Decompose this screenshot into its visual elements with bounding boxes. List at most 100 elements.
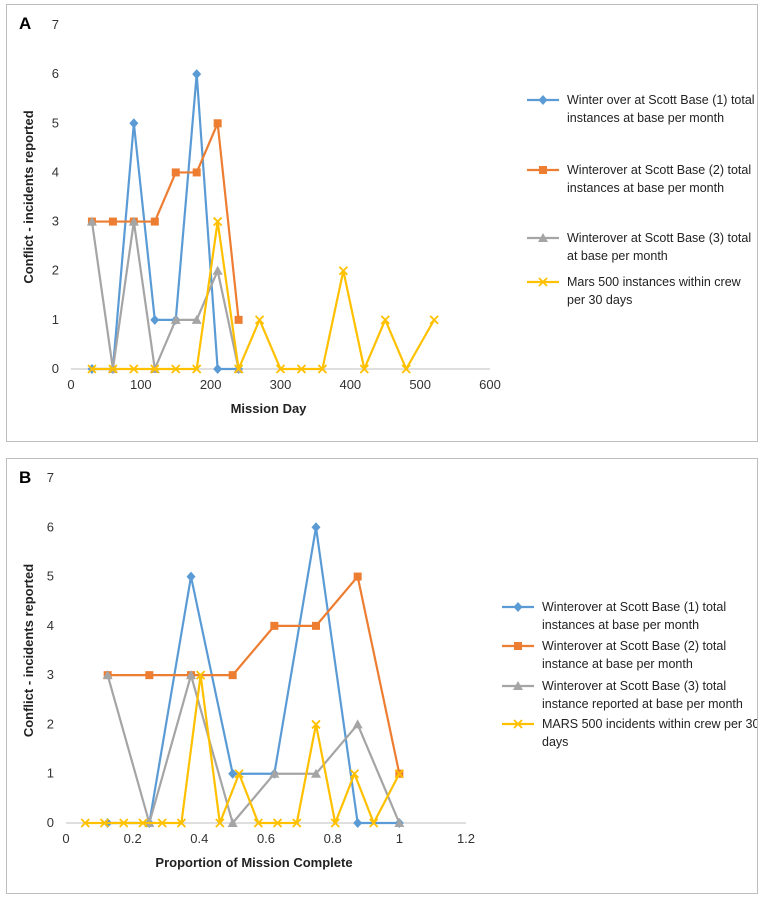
chart-b-series-3-point — [186, 670, 196, 680]
chart-a-x-tick-label: 400 — [339, 377, 361, 392]
chart-b-x-axis-title: Proportion of Mission Complete — [155, 855, 352, 870]
chart-b-series-4 — [80, 670, 404, 828]
chart-b-y-tick-label: 2 — [47, 716, 54, 731]
chart-b-legend-label: Winterover at Scott Base (3) total — [542, 679, 726, 693]
chart-b-legend-swatch-marker — [513, 602, 523, 612]
chart-a-y-tick-label: 2 — [52, 263, 59, 278]
chart-a-series-4 — [87, 216, 439, 374]
chart-a-series-3-line — [90, 220, 240, 371]
chart-b-legend-label: instance at base per month — [542, 657, 693, 671]
chart-b-series-3-point — [352, 719, 363, 729]
chart-b-series-4-point — [99, 818, 110, 828]
chart-a-series-1-point — [129, 118, 139, 129]
chart-a-x-axis-title: Mission Day — [231, 401, 308, 416]
chart-a-series-4-point — [108, 364, 118, 374]
chart-b-x-tick-label: 1 — [396, 831, 403, 846]
chart-b-legend-swatch-marker — [513, 681, 523, 690]
chart-b-legend-label: instances at base per month — [542, 618, 699, 632]
chart-a-series-2-point — [171, 168, 180, 177]
chart-b-series-4-point — [311, 719, 321, 730]
chart-a-legend-label: instances at base per month — [567, 111, 724, 125]
chart-b-x-tick-label: 0.2 — [124, 831, 142, 846]
chart-a-series-2-point — [213, 119, 222, 128]
chart-panel-b: B 0 1 2 3 4 5 6 7 0 0.2 0.4 0.6 0.8 1 1.2 Proportion of … — [6, 458, 758, 894]
chart-a-series-4-point — [171, 364, 181, 374]
chart-b-y-tick-label: 4 — [47, 618, 54, 633]
chart-a-legend-swatch-marker — [539, 166, 547, 174]
chart-b-series-4-point — [138, 818, 148, 828]
chart-b-series-3-point — [311, 768, 321, 778]
chart-a-y-tick-label: 7 — [52, 17, 59, 32]
chart-b-legend-label: days — [542, 735, 568, 749]
chart-b-legend-entry-2: Winterover at Scott Base (2) total instan… — [502, 639, 726, 671]
chart-b-series-4-point — [80, 818, 90, 828]
chart-a-y-tick-label: 5 — [52, 115, 59, 130]
chart-a-series-3-point — [170, 314, 181, 324]
chart-a-series-4-point — [192, 364, 202, 374]
chart-b-series-4-point — [215, 818, 225, 828]
chart-b-legend-swatch-marker — [514, 642, 522, 650]
chart-b-y-axis-title: Conflict - incidents reported — [21, 564, 36, 737]
chart-b-series-3-point — [269, 768, 280, 778]
chart-a-y-tick-label: 0 — [52, 361, 59, 376]
chart-b-series-4-point — [272, 818, 283, 828]
chart-b-legend-swatch-marker — [513, 719, 523, 729]
chart-a-legend-entry-1: Winter over at Scott Base (1) total insta… — [527, 93, 755, 125]
chart-a-series-4-point — [129, 364, 139, 374]
chart-b-series-4-point — [330, 818, 340, 828]
chart-a-x-tick-label: 100 — [130, 377, 152, 392]
chart-a-legend-label: Mars 500 instances within crew — [567, 275, 742, 289]
chart-b-series-4-point — [195, 670, 206, 680]
chart-a-series-4-point — [429, 315, 439, 325]
chart-b-legend-entry-1: Winterover at Scott Base (1) total instan… — [502, 600, 726, 632]
chart-b-legend-entry-3: Winterover at Scott Base (3) total instan… — [502, 679, 743, 711]
chart-b-y-tick-label: 3 — [47, 667, 54, 682]
chart-b-y-tick-label: 6 — [47, 519, 54, 534]
chart-a-x-tick-label: 600 — [479, 377, 501, 392]
chart-a-series-4-point — [359, 364, 369, 374]
chart-a-legend-label: Winterover at Scott Base (2) total — [567, 163, 751, 177]
chart-b-series-1-point — [353, 818, 363, 828]
chart-b-series-3-point — [227, 818, 238, 827]
chart-a-series-4-point — [317, 364, 328, 374]
chart-a-legend-label: at base per month — [567, 249, 668, 263]
chart-b-series-4-point — [394, 769, 404, 779]
chart-b-x-tick-label: 0.6 — [257, 831, 275, 846]
chart-a-x-tick-label: 0 — [67, 377, 74, 392]
chart-a-series-4-point — [254, 315, 265, 325]
chart-b-x-tick-label: 1.2 — [457, 831, 475, 846]
chart-a-series-4-point — [150, 364, 160, 374]
chart-a-y-tick-label: 3 — [52, 214, 59, 229]
chart-b-series-4-point — [157, 818, 167, 828]
chart-b-series-2-point — [145, 671, 154, 680]
chart-b-series-4-point — [369, 818, 379, 828]
chart-b-svg: B 0 1 2 3 4 5 6 7 0 0.2 0.4 0.6 0.8 1 1.2 Proportion of … — [19, 468, 757, 870]
chart-panel-a: A 0 1 2 3 4 5 6 7 0 100 200 300 400 500 600 Mission Day C… — [6, 4, 758, 442]
chart-b-series-2-point — [228, 671, 237, 680]
chart-a-legend-label: Winterover at Scott Base (3) total — [567, 231, 751, 245]
chart-b-series-4-point — [119, 818, 129, 828]
chart-a-series-4-point — [338, 266, 348, 276]
chart-b-series-2 — [103, 572, 404, 778]
chart-a-y-tick-label: 4 — [52, 164, 59, 179]
chart-a-series-1-point — [192, 69, 202, 80]
chart-a-series-2-point — [108, 217, 117, 226]
chart-a-y-tick-label: 6 — [52, 66, 59, 81]
chart-b-legend-label: Winterover at Scott Base (1) total — [542, 600, 726, 614]
chart-b-series-1-point — [311, 522, 321, 533]
chart-a-series-2 — [87, 119, 243, 324]
chart-a-series-2-point — [150, 217, 159, 226]
chart-b-series-2-point — [312, 621, 320, 630]
chart-b-series-1-point — [228, 768, 238, 779]
chart-b-series-3 — [102, 670, 405, 827]
chart-b-series-2-line — [107, 575, 401, 774]
chart-a-y-axis-title: Conflict - incidents reported — [21, 110, 36, 283]
chart-b-legend-label: instance reported at base per month — [542, 697, 743, 711]
chart-a-series-3-point — [191, 314, 202, 324]
chart-b-panel-label: B — [19, 468, 31, 487]
chart-a-series-3-point — [128, 216, 139, 226]
chart-a-series-3-point — [86, 216, 97, 226]
chart-b-series-3-line — [106, 674, 401, 825]
chart-a-svg: A 0 1 2 3 4 5 6 7 0 100 200 300 400 500 600 Mission Day C… — [19, 14, 755, 416]
chart-a-legend-label: Winter over at Scott Base (1) total — [567, 93, 755, 107]
